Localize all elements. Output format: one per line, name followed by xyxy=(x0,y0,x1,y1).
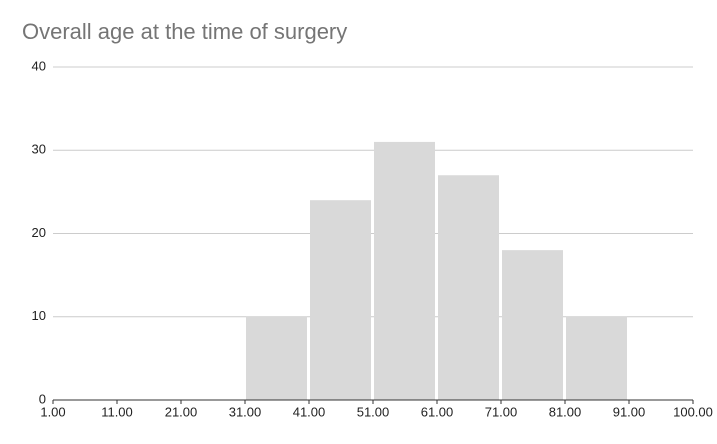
x-tick-label: 51.00 xyxy=(357,404,390,419)
bar xyxy=(310,200,371,400)
bar xyxy=(566,316,627,400)
y-tick-label: 40 xyxy=(32,58,46,73)
chart-title: Overall age at the time of surgery xyxy=(22,19,347,44)
x-tick-label: 41.00 xyxy=(293,404,326,419)
x-tick-label: 11.00 xyxy=(101,404,133,419)
y-tick-label: 30 xyxy=(32,142,46,157)
x-tick-label: 21.00 xyxy=(165,404,198,419)
x-tick-label: 71.00 xyxy=(485,404,518,419)
x-tick-label: 100.00 xyxy=(673,404,713,419)
bar xyxy=(502,250,563,400)
x-tick-label: 81.00 xyxy=(549,404,582,419)
bar xyxy=(246,316,307,400)
bar xyxy=(374,141,435,401)
y-tick-label: 20 xyxy=(32,225,46,240)
x-tick-label: 91.00 xyxy=(613,404,646,419)
y-tick-label: 0 xyxy=(39,391,46,406)
x-tick-label: 31.00 xyxy=(229,404,262,419)
bar xyxy=(438,175,499,400)
x-tick-label: 61.00 xyxy=(421,404,454,419)
y-tick-label: 10 xyxy=(32,308,46,323)
x-tick-label: 1.00 xyxy=(40,404,65,419)
